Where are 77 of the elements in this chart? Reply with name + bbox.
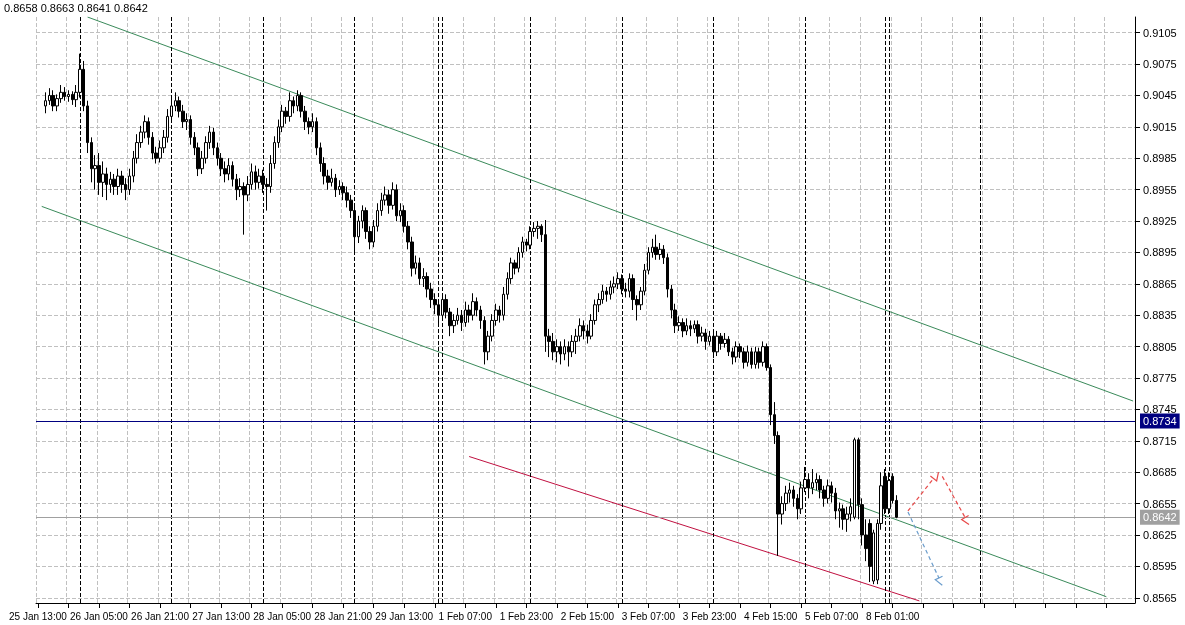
candlestick xyxy=(395,183,398,222)
y-tick-label: 0.8715 xyxy=(1143,434,1177,447)
x-tick-label: 28 Jan 05:00 xyxy=(253,610,312,622)
x-tick-label: 25 Jan 13:00 xyxy=(8,610,68,622)
ref-line-label: 0.8734 xyxy=(1143,414,1177,427)
x-tick-label: 3 Feb 07:00 xyxy=(621,610,676,622)
candlestick xyxy=(616,271,620,290)
candlestick xyxy=(811,468,814,495)
candlestick xyxy=(746,345,749,368)
candlestick xyxy=(471,292,475,321)
y-tick-label: 0.9045 xyxy=(1143,89,1177,102)
x-tick-label: 8 Feb 01:00 xyxy=(866,610,920,622)
candlestick xyxy=(761,340,765,368)
candlestick xyxy=(750,347,753,370)
y-tick-label: 0.8775 xyxy=(1143,372,1177,385)
candlestick xyxy=(334,173,337,198)
candlestick xyxy=(551,332,555,361)
candlestick xyxy=(696,319,700,344)
candlestick xyxy=(559,340,562,365)
x-tick-label: 5 Feb 07:00 xyxy=(804,610,859,622)
candlestick xyxy=(63,86,66,102)
candlestick xyxy=(715,330,719,357)
x-tick-label: 29 Jan 13:00 xyxy=(375,610,434,622)
candlestick xyxy=(853,437,856,520)
y-tick-label: 0.8865 xyxy=(1143,277,1177,290)
y-tick-label: 0.8685 xyxy=(1143,466,1177,479)
y-tick-label: 0.8565 xyxy=(1143,591,1177,604)
candlestick xyxy=(704,328,707,351)
x-tick-label: 26 Jan 05:00 xyxy=(70,610,129,622)
y-tick-label: 0.8805 xyxy=(1143,340,1177,353)
x-tick-label: 27 Jan 13:00 xyxy=(192,610,251,622)
candlestick xyxy=(97,152,101,196)
ref-line-label: 0.8642 xyxy=(1143,511,1177,524)
candlestick xyxy=(734,340,738,363)
y-tick-label: 0.8895 xyxy=(1143,246,1177,259)
x-tick-label: 2 Feb 15:00 xyxy=(560,610,615,622)
candlestick xyxy=(44,91,47,114)
x-tick-label: 1 Feb 07:00 xyxy=(438,610,493,622)
candlestick xyxy=(51,89,55,112)
candlestick xyxy=(254,165,257,191)
candlestick xyxy=(582,319,585,340)
candlestick xyxy=(112,173,116,196)
y-tick-label: 0.9105 xyxy=(1143,26,1177,39)
candlestick xyxy=(754,346,757,370)
y-tick-label: 0.8595 xyxy=(1143,560,1177,573)
x-tick-label: 26 Jan 21:00 xyxy=(131,610,190,622)
y-tick-label: 0.8925 xyxy=(1143,215,1177,228)
candlestick xyxy=(841,504,845,531)
candlestick xyxy=(544,219,547,353)
x-tick-label: 3 Feb 23:00 xyxy=(682,610,737,622)
y-tick-label: 0.8955 xyxy=(1143,183,1177,196)
candlestick xyxy=(257,168,261,190)
y-tick-label: 0.8745 xyxy=(1143,403,1177,416)
candlestick xyxy=(288,91,292,123)
candlestick xyxy=(464,301,467,328)
candlestick xyxy=(116,168,120,196)
text: 0.8658 0.8663 0.8641 0.8642 xyxy=(4,1,148,14)
candlestick xyxy=(654,234,658,261)
candlestick xyxy=(868,518,872,583)
x-tick-label: 28 Jan 21:00 xyxy=(314,610,373,622)
y-tick-label: 0.8835 xyxy=(1143,309,1177,322)
y-tick-label: 0.9015 xyxy=(1143,120,1177,133)
x-tick-label: 4 Feb 15:00 xyxy=(743,610,798,622)
y-tick-label: 0.8625 xyxy=(1143,528,1177,541)
candlestick xyxy=(742,347,746,370)
candlestick xyxy=(418,257,421,286)
candlestick xyxy=(536,220,540,240)
candlestick xyxy=(685,317,688,336)
candlestick xyxy=(67,89,70,103)
y-tick-label: 0.8655 xyxy=(1143,497,1177,510)
y-tick-label: 0.8985 xyxy=(1143,152,1177,165)
candlestick xyxy=(681,317,685,338)
x-tick-label: 1 Feb 23:00 xyxy=(499,610,554,622)
candlestick xyxy=(609,280,612,301)
candlestick xyxy=(826,479,830,505)
candlestick xyxy=(689,319,692,337)
y-tick-label: 0.9075 xyxy=(1143,58,1177,71)
